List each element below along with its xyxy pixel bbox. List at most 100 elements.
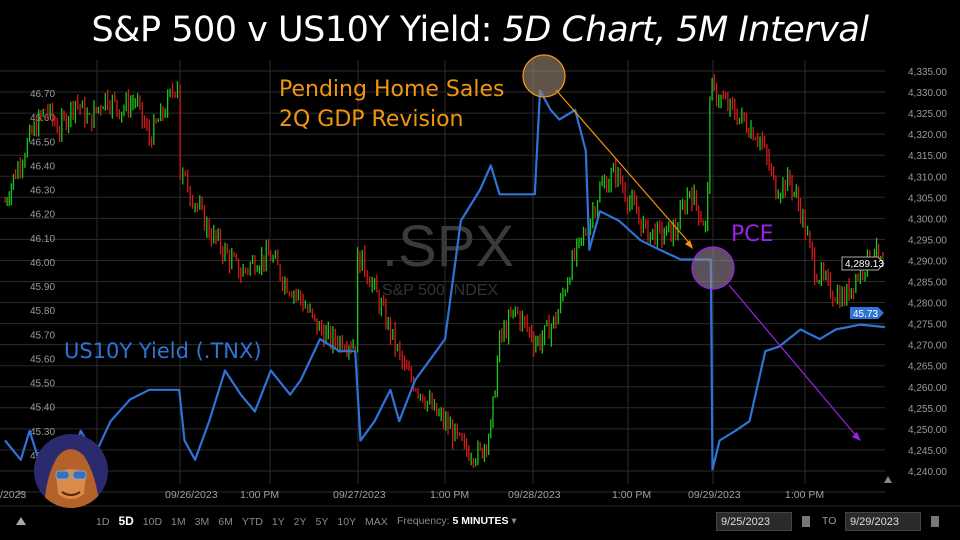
x-tick-label: 09/28/2023 [508,489,561,501]
left-tick-label: 45.60 [30,354,55,365]
watermark: .SPX S&P 500 INDEX [382,214,514,299]
left-tick-label: 46.20 [30,210,55,221]
right-tick-label: 4,300.00 [908,214,947,225]
spx-candles [4,74,884,469]
event1-arrowhead [685,240,693,249]
right-tick-label: 4,270.00 [908,341,947,352]
right-tick-label: 4,250.00 [908,425,947,436]
left-tick-label: 46.00 [30,258,55,269]
collapse-icon[interactable] [16,517,26,525]
event2-arrow [728,284,859,439]
right-tick-label: 4,315.00 [908,151,947,162]
chart-title: S&P 500 v US10Y Yield: 5D Chart, 5M Inte… [0,0,960,56]
x-tick-label: 09/27/2023 [333,489,386,501]
right-tick-label: 4,305.00 [908,193,947,204]
from-date-input[interactable]: 9/25/2023 [716,512,792,531]
left-tick-label: 46.40 [30,161,55,172]
x-tick-label: 1:00 PM [240,489,279,501]
spx-last-value: 4,289.13 [845,259,884,270]
left-axis: 46.70 46.60 46.50 46.40 46.30 46.20 46.10 46.00… [30,89,55,462]
event1-arrow [555,89,693,247]
left-tick-label: 45.30 [30,427,55,438]
event2-marker [691,246,735,290]
right-tick-label: 4,255.00 [908,404,947,415]
left-tick-label: 46.50 [30,137,55,148]
watermark-symbol: .SPX [382,214,514,279]
range-button-2y[interactable]: 2Y [293,516,307,528]
event2-label: PCE [731,222,774,247]
right-tick-label: 4,295.00 [908,235,947,246]
range-button-max[interactable]: MAX [365,516,388,528]
title-italic: 5D Chart, 5M Interval [502,10,869,50]
right-tick-label: 4,330.00 [908,88,947,99]
event2-arrowhead [852,432,861,441]
event1-line1: Pending Home Sales [279,77,505,102]
range-selector: 1D 5D 10D 1M 3M 6M YTD 1Y 2Y 5Y 10Y MAX [96,514,397,528]
spx-last-tag: 4,289.13 [841,256,885,271]
right-tick-label: 4,245.00 [908,446,947,457]
watermark-name: S&P 500 INDEX [382,282,499,299]
scroll-left-icon[interactable] [18,490,24,496]
x-tick-label: /2023 [0,489,26,501]
calendar-icon[interactable] [931,516,939,527]
event1-marker [522,54,566,98]
title-main: S&P 500 v US10Y Yield: [91,10,503,50]
right-tick-label: 4,260.00 [908,383,947,394]
x-tick-label: 09/26/2023 [165,489,218,501]
left-tick-label: 45.90 [30,282,55,293]
right-tick-label: 4,290.00 [908,256,947,267]
right-axis: 4,335.00 4,330.00 4,325.00 4,320.00 4,315.00… [908,67,947,478]
left-tick-label: 46.70 [30,89,55,100]
x-tick-label: 1:00 PM [430,489,469,501]
x-tick-label: 1:00 PM [785,489,824,501]
right-tick-label: 4,280.00 [908,299,947,310]
right-tick-label: 4,325.00 [908,109,947,120]
range-button-1y[interactable]: 1Y [271,516,285,528]
tnx-last-tag: 45.73 [850,307,884,320]
frequency-select[interactable]: Frequency: 5 MINUTES ▾ [397,515,517,527]
tnx-line [4,89,886,471]
left-tick-label: 45.50 [30,379,55,390]
chart-toolbar: 1D 5D 10D 1M 3M 6M YTD 1Y 2Y 5Y 10Y MAX Frequency: … [0,508,960,538]
to-date-input[interactable]: 9/29/2023 [845,512,921,531]
right-tick-label: 4,265.00 [908,362,947,373]
left-tick-label: 46.60 [30,113,55,124]
range-button-ytd[interactable]: YTD [241,516,263,528]
left-tick-label: 45.80 [30,306,55,317]
right-tick-label: 4,285.00 [908,278,947,289]
right-tick-label: 4,320.00 [908,130,947,141]
right-tick-label: 4,275.00 [908,320,947,331]
left-tick-label: 45.70 [30,330,55,341]
range-button-10y[interactable]: 10Y [337,516,357,528]
range-button-5d[interactable]: 5D [118,514,134,528]
calendar-icon[interactable] [802,516,810,527]
frequency-value: 5 MINUTES [452,515,509,527]
left-tick-label: 46.30 [30,186,55,197]
right-tick-label: 4,310.00 [908,172,947,183]
x-tick-label: 09/29/2023 [688,489,741,501]
range-button-3m[interactable]: 3M [194,516,210,528]
range-button-1m[interactable]: 1M [171,516,186,528]
range-button-1d[interactable]: 1D [96,516,110,528]
x-tick-label: 1:00 PM [612,489,651,501]
range-button-5y[interactable]: 5Y [315,516,329,528]
to-label: TO [822,515,837,527]
grid [0,60,885,493]
event1-label: Pending Home Sales 2Q GDP Revision [279,75,504,135]
right-tick-label: 4,240.00 [908,467,947,478]
frequency-label: Frequency: [397,515,450,527]
right-tick-label: 4,335.00 [908,67,947,78]
chevron-down-icon: ▾ [511,515,517,527]
gorilla-avatar [34,434,108,508]
tnx-series-label: US10Y Yield (.TNX) [64,339,262,363]
event1-line2: 2Q GDP Revision [279,107,464,132]
tnx-last-value: 45.73 [853,309,878,320]
left-tick-label: 46.10 [30,234,55,245]
scroll-up-icon[interactable] [884,476,892,483]
range-button-10d[interactable]: 10D [142,516,163,528]
range-button-6m[interactable]: 6M [218,516,233,528]
left-tick-label: 45.40 [30,403,55,414]
gorilla-icon [44,449,100,508]
